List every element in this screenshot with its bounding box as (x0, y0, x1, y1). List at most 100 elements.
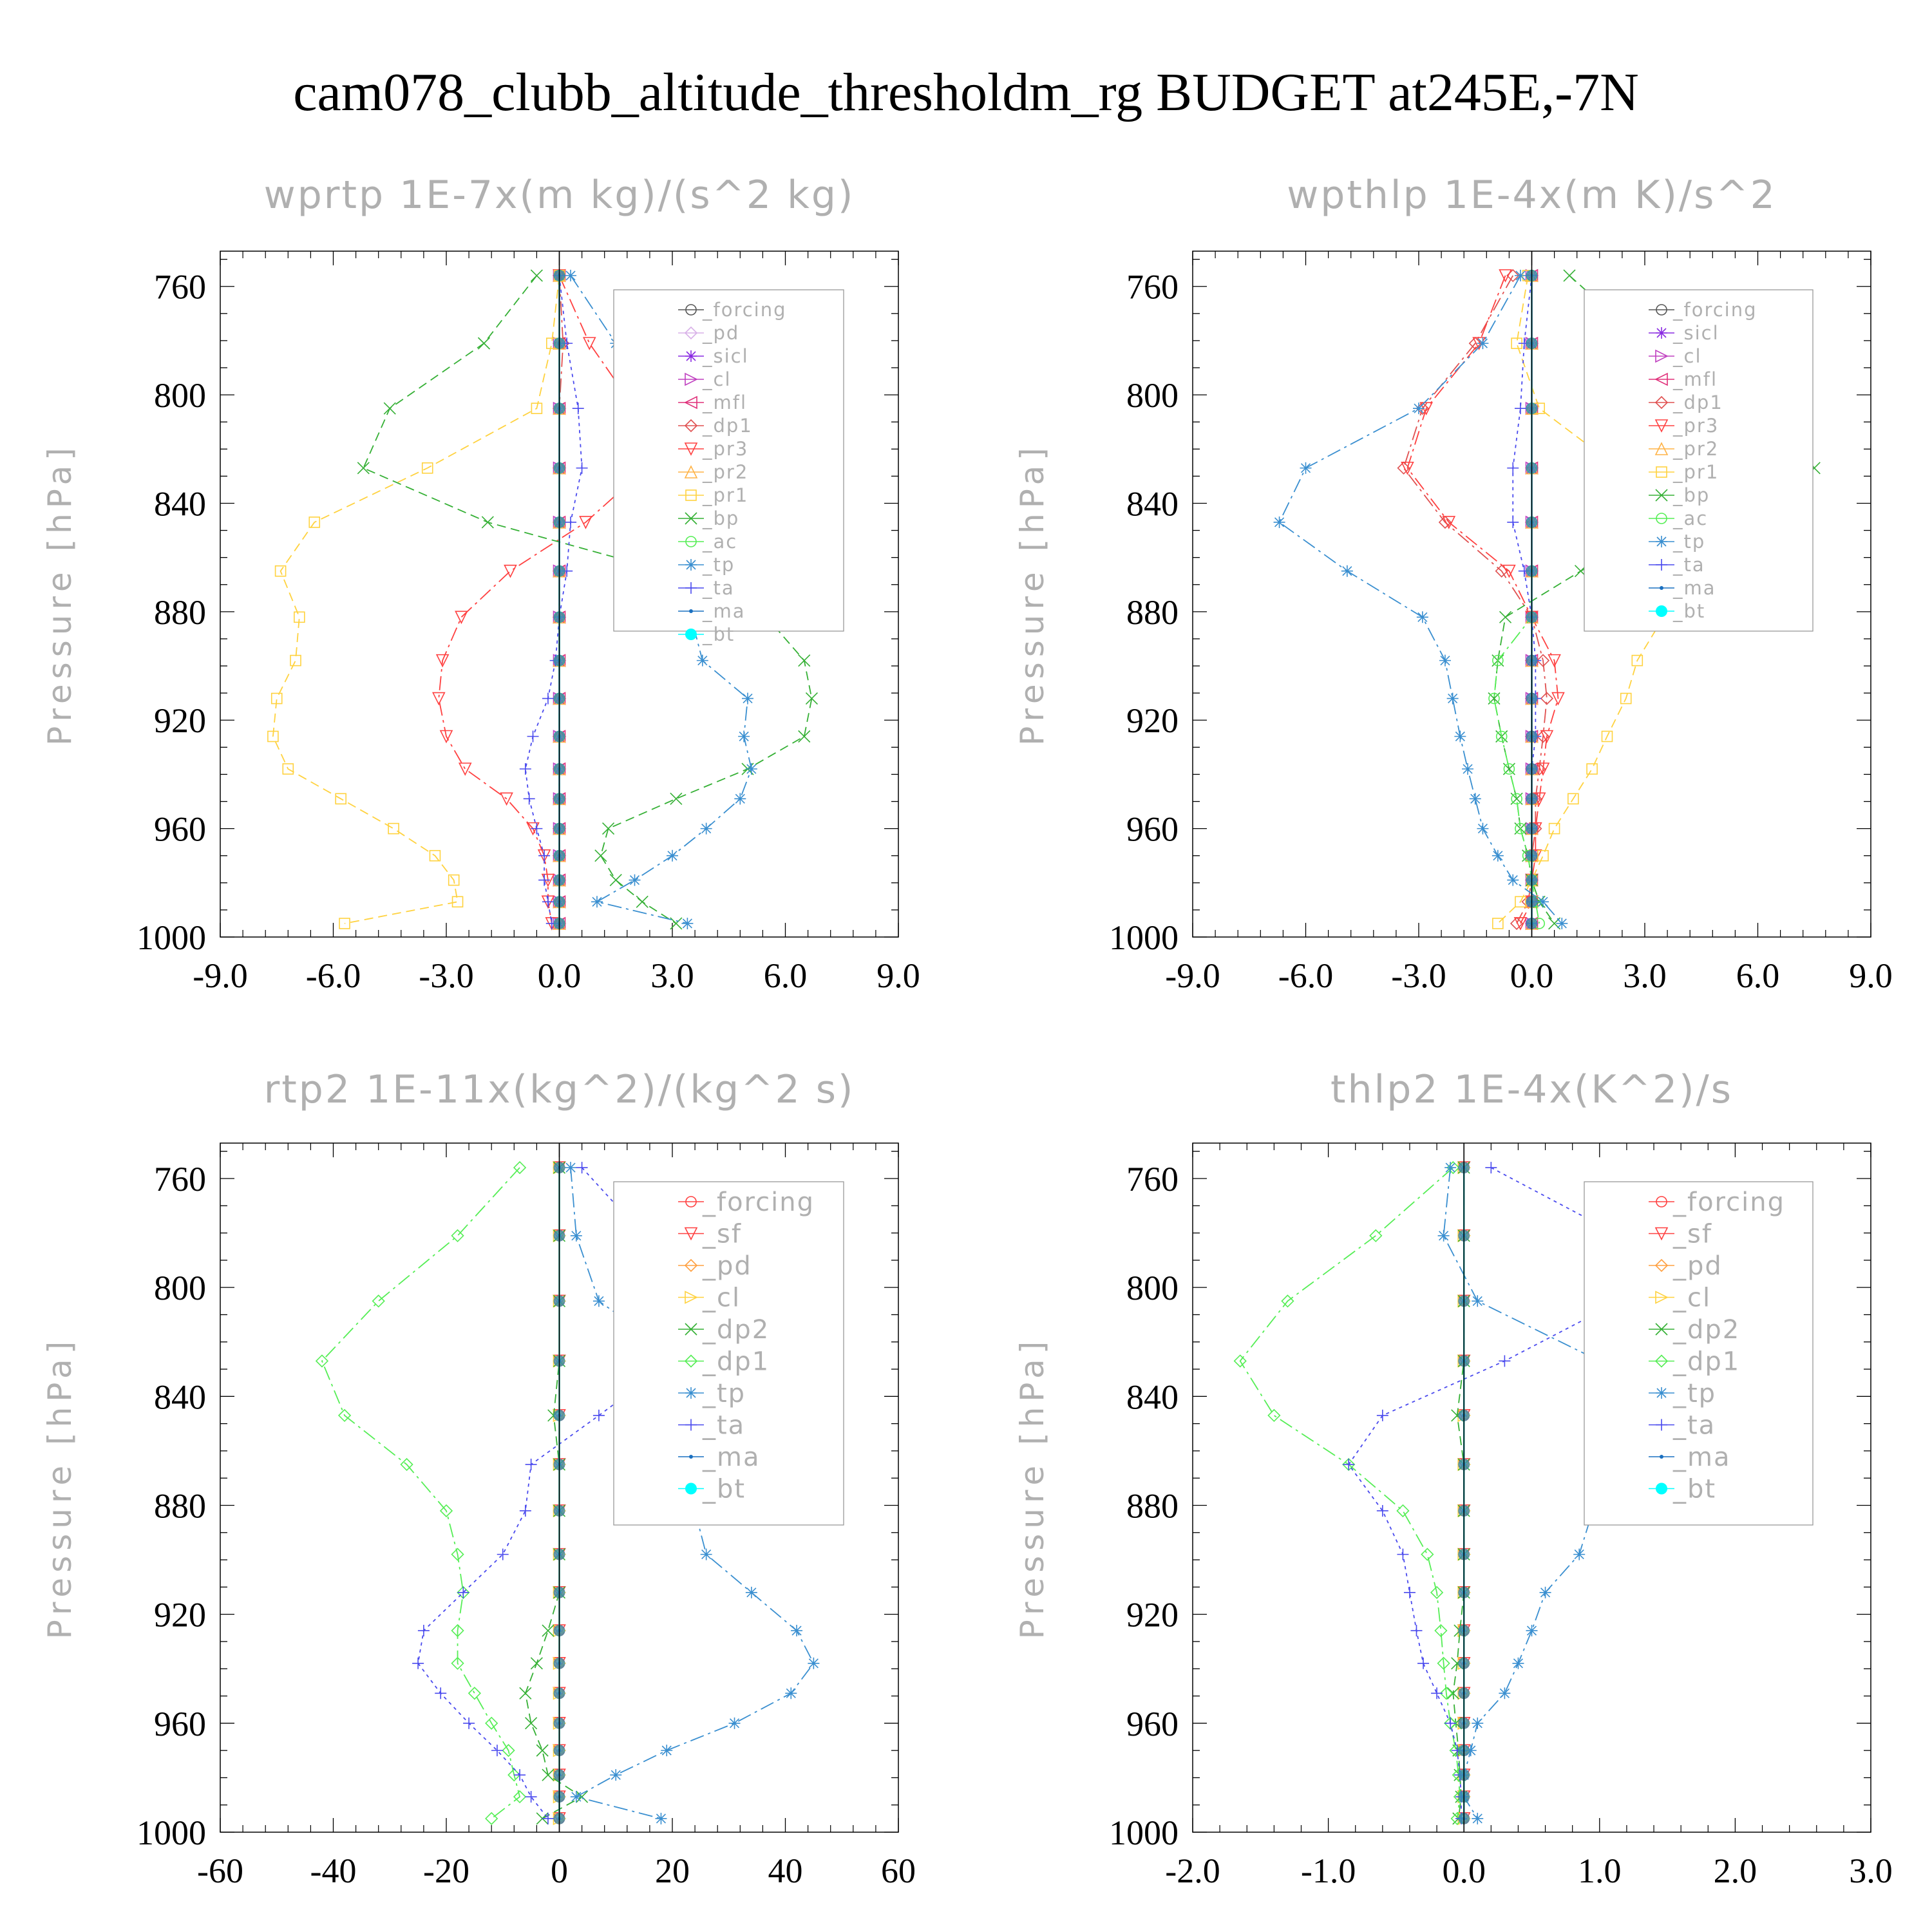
data-point (282, 763, 294, 775)
data-point (1430, 1586, 1444, 1599)
chart-panel-4: thlp2 1E-4x(K^2)/s Pressure [hPa] 760 800 84… (1014, 1067, 1893, 1890)
series-line (363, 275, 813, 924)
legend-marker (1656, 466, 1667, 478)
legend-label: _forcing (1672, 1188, 1785, 1217)
data-point (1503, 763, 1515, 775)
y-tick-label: 840 (1126, 484, 1179, 523)
data-point (335, 793, 347, 805)
data-point (435, 1687, 447, 1700)
data-point (1267, 1408, 1281, 1423)
legend-label: _dp1 (1672, 1347, 1740, 1377)
legend-marker (1655, 1323, 1668, 1336)
legend-marker (685, 304, 697, 316)
legend-marker (689, 609, 693, 613)
data-point (525, 1717, 538, 1730)
series-pr1 (267, 270, 565, 929)
legend-label: _ta (702, 577, 735, 599)
panel-title: rtp2 1E-11x(kg^2)/(kg^2 s) (264, 1067, 855, 1112)
data-point (1556, 917, 1568, 929)
x-tick-label: 3.0 (1849, 1852, 1893, 1890)
legend-label: _dp1 (702, 1347, 770, 1377)
data-point (1537, 896, 1549, 908)
x-tick-label: 60 (881, 1852, 916, 1890)
legend-label: _pd (702, 1251, 752, 1281)
data-point (519, 1504, 531, 1517)
data-point (525, 1791, 537, 1803)
data-point (531, 402, 543, 414)
data-point (519, 763, 531, 775)
data-point (1376, 1409, 1388, 1421)
data-point (1434, 1624, 1448, 1638)
data-point (1281, 1294, 1294, 1308)
data-point (1462, 763, 1474, 775)
data-point (670, 792, 683, 805)
data-point (583, 337, 596, 350)
data-point (1540, 692, 1554, 705)
data-point (1537, 849, 1549, 862)
data-point (1454, 730, 1466, 743)
data-point (339, 918, 350, 929)
data-point (1510, 916, 1524, 931)
series-line (1278, 275, 1562, 924)
legend-label: _ma (702, 600, 746, 622)
x-tick-label: 3.0 (1623, 956, 1667, 995)
series-dp1 (315, 1160, 527, 1825)
data-point (388, 822, 399, 835)
data-point (1403, 1586, 1416, 1598)
x-tick-label: 3.0 (650, 956, 694, 995)
data-point (1512, 1657, 1524, 1669)
data-point (1472, 1295, 1484, 1307)
data-point (1507, 874, 1519, 886)
legend-label: _cl (702, 368, 732, 390)
y-axis-label: Pressure [hPa] (1014, 442, 1051, 746)
data-point (1507, 462, 1519, 474)
legend-marker (1654, 1258, 1669, 1273)
series-line (321, 1167, 521, 1819)
data-point (667, 849, 678, 862)
data-point (1548, 654, 1561, 668)
data-point (294, 611, 305, 623)
legend-label: _ma (1672, 1443, 1730, 1472)
legend-label: _dp1 (702, 415, 753, 437)
legend-marker (684, 395, 697, 410)
legend-marker (684, 1227, 698, 1241)
y-tick-label: 960 (1126, 810, 1179, 849)
legend-marker (1660, 1455, 1663, 1459)
legend-label: _sf (1672, 1220, 1712, 1249)
legend: _forcing _sf_pd_cl_dp2_dp1_tp _ta_ma _bt (613, 1181, 844, 1526)
legend-marker (1654, 395, 1669, 410)
data-point (1513, 917, 1528, 931)
chart-panel-3: rtp2 1E-11x(kg^2)/(kg^2 s) Pressure [hPa]… (41, 1067, 916, 1890)
legend-marker (684, 465, 698, 478)
data-point (337, 1408, 352, 1423)
data-point (1567, 793, 1579, 805)
data-point (542, 692, 554, 705)
data-point (565, 1162, 577, 1174)
legend-label: _ta (1672, 554, 1705, 576)
data-point (485, 1812, 498, 1825)
data-point (592, 1409, 605, 1421)
data-point (1446, 692, 1459, 705)
data-point (1464, 1745, 1477, 1757)
data-point (745, 763, 757, 775)
y-tick-label: 880 (154, 1486, 206, 1525)
data-point (1492, 849, 1504, 862)
data-point (1514, 269, 1526, 281)
legend-label: _forcing (702, 299, 787, 321)
x-tick-label: 0.0 (1510, 956, 1554, 995)
data-point (421, 462, 433, 474)
legend-marker (1656, 1482, 1667, 1495)
legend-label: _sicl (1672, 322, 1719, 344)
data-point (455, 611, 468, 625)
data-point (417, 1625, 430, 1637)
data-point (572, 402, 584, 415)
x-tick-label: 20 (655, 1852, 690, 1890)
data-point (805, 692, 819, 705)
data-point (700, 822, 712, 835)
legend-label: _ta (1672, 1411, 1716, 1441)
legend-marker (1654, 419, 1669, 433)
x-tick-label: -1.0 (1301, 1852, 1356, 1890)
data-point (270, 692, 283, 705)
data-point (1485, 1162, 1497, 1174)
x-tick-label: 9.0 (876, 956, 920, 995)
